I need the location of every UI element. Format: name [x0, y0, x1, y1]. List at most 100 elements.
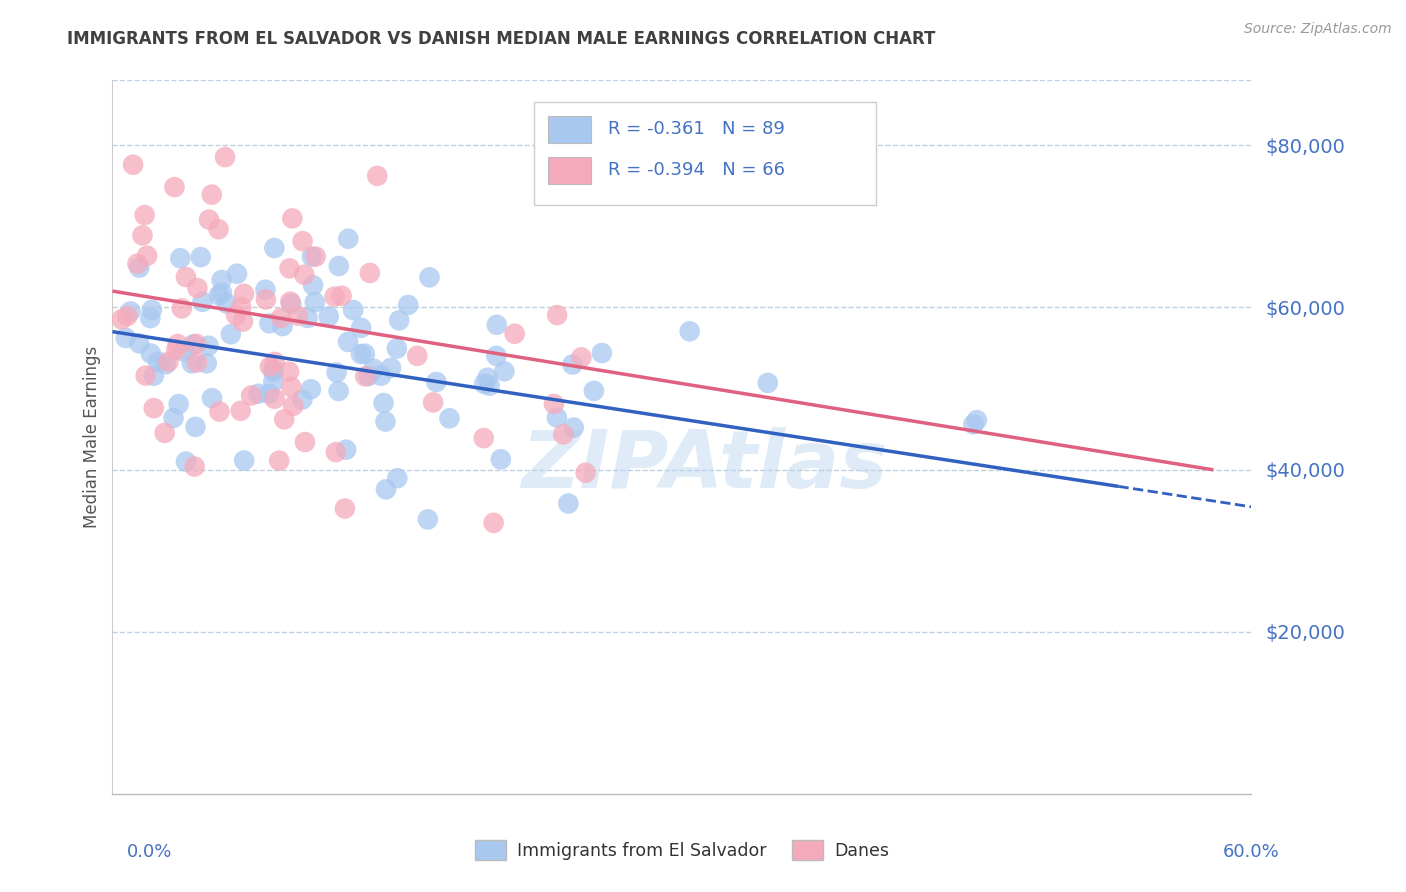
Point [278, 294, 301, 309]
Point [966, 413, 988, 427]
Point [174, 270, 197, 285]
Point [169, 252, 191, 266]
Point [131, 228, 153, 243]
Point [139, 346, 162, 360]
Point [301, 250, 323, 264]
FancyBboxPatch shape [534, 102, 876, 205]
Point [543, 397, 565, 411]
Point [553, 427, 575, 442]
Point [180, 356, 202, 370]
Point [354, 369, 377, 384]
Point [122, 158, 145, 172]
Point [207, 222, 229, 236]
Point [139, 311, 162, 326]
Point [337, 334, 360, 349]
Point [162, 411, 184, 425]
Point [155, 357, 177, 371]
Point [335, 442, 357, 457]
Point [231, 300, 253, 314]
Point [186, 281, 208, 295]
Point [582, 384, 605, 398]
Point [262, 365, 284, 379]
Point [128, 260, 150, 275]
Point [546, 410, 568, 425]
Point [127, 257, 149, 271]
Point [477, 371, 499, 385]
Point [170, 301, 193, 316]
Point [679, 324, 702, 338]
Point [591, 346, 613, 360]
Point [134, 208, 156, 222]
Point [219, 327, 242, 342]
Point [561, 358, 583, 372]
Point [328, 259, 350, 273]
Point [120, 304, 142, 318]
Point [201, 391, 224, 405]
Point [330, 289, 353, 303]
Point [247, 386, 270, 401]
Point [325, 366, 347, 380]
Point [259, 317, 281, 331]
Point [380, 360, 402, 375]
Point [297, 310, 319, 325]
Point [337, 232, 360, 246]
Point [422, 395, 444, 409]
Point [350, 320, 373, 334]
Point [263, 355, 285, 369]
Point [280, 297, 302, 311]
Point [425, 375, 447, 389]
Point [756, 376, 779, 390]
Point [396, 298, 419, 312]
Point [254, 293, 277, 307]
Point [214, 150, 236, 164]
Text: R = -0.394   N = 66: R = -0.394 N = 66 [607, 161, 785, 179]
Point [283, 399, 305, 413]
Point [278, 261, 301, 276]
Point [374, 415, 396, 429]
Point [387, 471, 409, 485]
Point [263, 363, 285, 377]
Point [482, 516, 505, 530]
Point [153, 425, 176, 440]
Point [439, 411, 461, 425]
Legend: Immigrants from El Salvador, Danes: Immigrants from El Salvador, Danes [468, 833, 896, 867]
Point [294, 435, 316, 450]
Point [366, 169, 388, 183]
Point [135, 368, 157, 383]
Point [229, 404, 252, 418]
Point [302, 278, 325, 293]
Point [163, 180, 186, 194]
Point [114, 331, 136, 345]
Text: IMMIGRANTS FROM EL SALVADOR VS DANISH MEDIAN MALE EARNINGS CORRELATION CHART: IMMIGRANTS FROM EL SALVADOR VS DANISH ME… [67, 30, 935, 48]
Point [318, 310, 340, 324]
Point [485, 318, 508, 332]
Point [183, 459, 205, 474]
Point [562, 420, 585, 434]
Point [304, 295, 326, 310]
Point [211, 273, 233, 287]
FancyBboxPatch shape [547, 157, 591, 184]
Point [190, 250, 212, 264]
Point [117, 309, 139, 323]
Point [375, 483, 398, 497]
Point [198, 212, 221, 227]
Point [325, 445, 347, 459]
Point [281, 211, 304, 226]
Point [575, 466, 598, 480]
Point [215, 296, 238, 310]
Point [211, 285, 233, 300]
Text: 0.0%: 0.0% [127, 843, 172, 861]
Point [305, 250, 328, 264]
Point [263, 392, 285, 406]
Point [273, 412, 295, 426]
Point [489, 452, 512, 467]
Point [557, 496, 579, 510]
Point [166, 337, 188, 351]
Point [494, 364, 516, 378]
Text: ZIPAtlas: ZIPAtlas [522, 426, 887, 505]
Point [388, 313, 411, 327]
Point [323, 290, 346, 304]
Point [208, 404, 231, 418]
Point [342, 303, 364, 318]
Point [328, 384, 350, 398]
